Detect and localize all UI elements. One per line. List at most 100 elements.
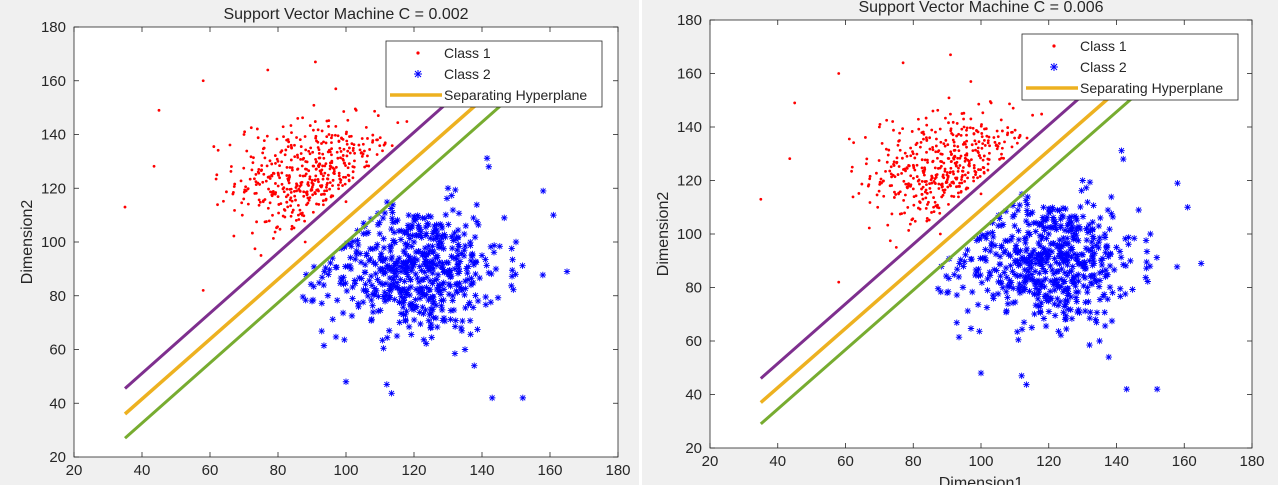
class1-point [988, 100, 992, 103]
class1-point [957, 195, 960, 199]
class1-point [339, 156, 342, 160]
class2-point [1064, 292, 1071, 299]
class2-point [1033, 255, 1041, 263]
class1-point [974, 173, 977, 177]
class1-point [266, 206, 270, 210]
class1-point [969, 126, 972, 130]
class1-point [330, 194, 334, 198]
class2-point [1064, 257, 1072, 264]
class1-point [324, 198, 328, 202]
class2-point [458, 285, 465, 293]
class1-point [974, 142, 978, 146]
class2-point [1068, 218, 1075, 226]
x-tick-label: 80 [905, 453, 922, 470]
class2-point [363, 288, 370, 295]
class1-point [953, 154, 957, 158]
class1-point [299, 152, 303, 155]
class1-point [907, 182, 910, 186]
class1-point [312, 103, 316, 107]
class1-point [918, 182, 921, 186]
class1-point [878, 122, 882, 126]
class1-point [292, 226, 296, 230]
class2-point [1070, 250, 1078, 258]
class2-point [1009, 268, 1016, 275]
class1-point [334, 165, 338, 169]
class2-point [1045, 230, 1052, 238]
class2-point [1109, 213, 1117, 221]
class1-point [300, 211, 304, 215]
class2-point [1036, 222, 1043, 229]
class2-point [1086, 257, 1093, 265]
class2-point [440, 266, 447, 273]
class1-point [953, 161, 957, 165]
class1-point [970, 158, 973, 162]
class2-point [1021, 286, 1029, 293]
class2-point [380, 235, 387, 242]
class1-point [993, 140, 997, 144]
class2-point [388, 242, 395, 250]
class2-point [423, 273, 431, 281]
class2-point [962, 251, 969, 259]
class2-point [307, 281, 315, 288]
class1-point [314, 160, 318, 164]
class2-point [1083, 184, 1090, 191]
class2-point [440, 314, 448, 322]
class2-point [494, 294, 502, 301]
class2-point [1072, 294, 1080, 301]
class1-point [371, 139, 375, 142]
class2-point [348, 243, 355, 250]
class1-point [255, 220, 258, 224]
class2-point [1096, 269, 1104, 277]
class1-point [945, 171, 949, 174]
class2-point [362, 287, 370, 294]
class1-point [280, 171, 284, 175]
class1-point [922, 132, 926, 136]
class1-point [955, 134, 958, 138]
class2-point [1036, 232, 1044, 239]
class2-point [1017, 272, 1024, 279]
class1-point [949, 129, 953, 133]
class1-point [303, 135, 307, 138]
class2-point [1087, 309, 1094, 316]
class1-point [266, 68, 270, 72]
class2-point [354, 300, 362, 307]
class1-point [941, 193, 945, 197]
class2-point [1077, 203, 1084, 211]
class2-point [329, 316, 336, 323]
class1-point [981, 166, 985, 169]
class1-point [912, 203, 916, 207]
class2-point [1040, 204, 1047, 211]
class2-point [383, 262, 391, 269]
class2-point [376, 230, 384, 238]
class2-point [453, 246, 461, 254]
class2-point [996, 253, 1004, 260]
class2-point [367, 272, 375, 280]
class1-point [902, 179, 906, 183]
class2-point [410, 316, 418, 324]
class1-point [337, 187, 341, 191]
class2-point [388, 215, 396, 222]
class2-point [342, 280, 349, 287]
class1-point [1000, 156, 1003, 160]
class1-point [123, 205, 127, 209]
class2-point [427, 264, 434, 272]
class1-point [290, 168, 294, 172]
class1-point [996, 135, 1000, 139]
class2-point [423, 284, 430, 291]
class2-point [973, 237, 981, 244]
class1-point [860, 182, 864, 186]
class2-point [429, 248, 436, 255]
class2-point [382, 255, 389, 262]
class1-point [915, 175, 919, 178]
class1-point [318, 169, 322, 173]
class2-point [430, 265, 437, 273]
class2-point [418, 267, 425, 274]
class2-point [1048, 224, 1055, 231]
class2-point [332, 333, 340, 341]
class1-point [297, 187, 301, 191]
class1-point [976, 176, 979, 180]
class2-point [396, 319, 403, 326]
class2-point [433, 235, 441, 242]
class1-point [323, 189, 326, 193]
class2-point [1143, 248, 1151, 255]
